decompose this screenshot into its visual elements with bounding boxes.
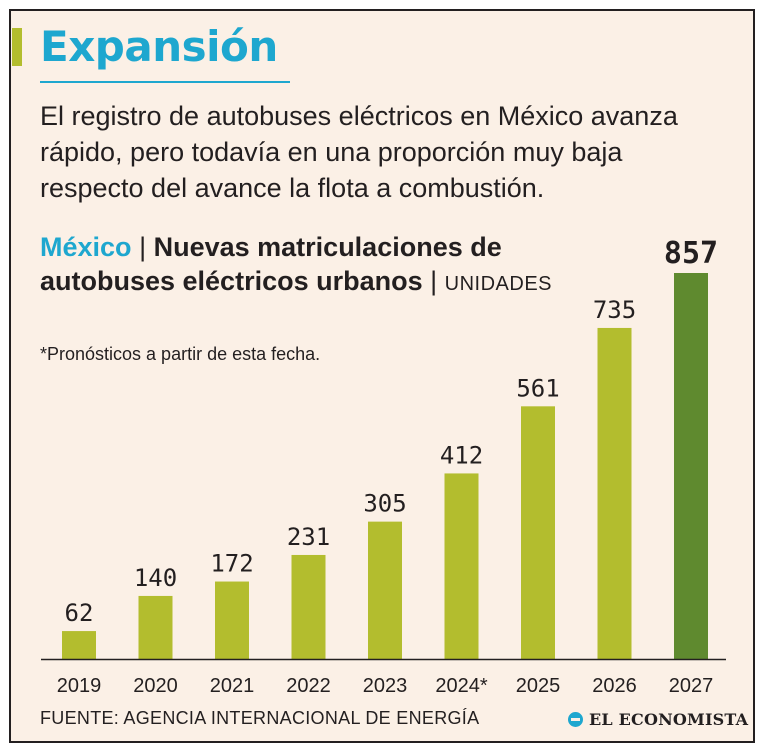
- value-label-2027: 857: [664, 236, 718, 271]
- x-tick-label-2021: 2021: [210, 675, 255, 697]
- bar-2027: [674, 273, 708, 659]
- x-tick-label-2022: 2022: [286, 675, 331, 697]
- source-note: FUENTE: AGENCIA INTERNACIONAL DE ENERGÍA: [40, 708, 480, 728]
- x-tick-label-2020: 2020: [133, 675, 178, 697]
- chart-units: UNIDADES: [444, 273, 553, 295]
- value-label-2025: 561: [516, 374, 559, 402]
- x-tick-label-2026: 2026: [592, 675, 637, 697]
- bar-2019: [62, 631, 96, 659]
- forecast-note: *Pronósticos a partir de esta fecha.: [40, 344, 321, 364]
- x-tick-label-2025: 2025: [516, 675, 561, 697]
- bar-2026: [597, 327, 632, 659]
- subtitle: El registro de autobuses eléctricos en M…: [40, 101, 678, 203]
- brand-logo-icon: [568, 711, 583, 727]
- chart-heading-separator: |: [139, 232, 147, 262]
- bar-2025: [521, 406, 555, 659]
- chart-title: Nuevas matriculaciones de autobuses eléc…: [40, 232, 502, 296]
- brand: EL ECONOMISTA: [568, 708, 748, 730]
- bar-2022: [291, 554, 326, 659]
- bar-2024: [444, 473, 479, 659]
- value-label-2026: 735: [593, 296, 636, 324]
- bar-2021: [215, 581, 249, 659]
- value-label-2020: 140: [134, 564, 177, 592]
- page-title: Expansión: [40, 22, 278, 71]
- bar-2020: [138, 595, 173, 659]
- title-accent-bar: [12, 28, 22, 66]
- units-separator: |: [430, 266, 438, 296]
- title-underline: [40, 81, 290, 83]
- value-label-2023: 305: [363, 490, 406, 518]
- value-label-2024: 412: [440, 441, 483, 469]
- value-label-2021: 172: [210, 550, 253, 578]
- x-tick-label-2023: 2023: [363, 675, 408, 697]
- value-label-2019: 62: [65, 599, 94, 627]
- x-tick-label-2027: 2027: [669, 675, 714, 697]
- bar-2023: [368, 521, 402, 659]
- chart-country: México: [40, 232, 132, 262]
- chart-heading: México | Nuevas matriculaciones de autob…: [40, 230, 560, 301]
- x-tick-label-2019: 2019: [57, 675, 102, 697]
- value-label-2022: 231: [287, 523, 330, 551]
- x-tick-label-2024: 2024*: [435, 675, 487, 697]
- brand-name: EL ECONOMISTA: [589, 709, 749, 729]
